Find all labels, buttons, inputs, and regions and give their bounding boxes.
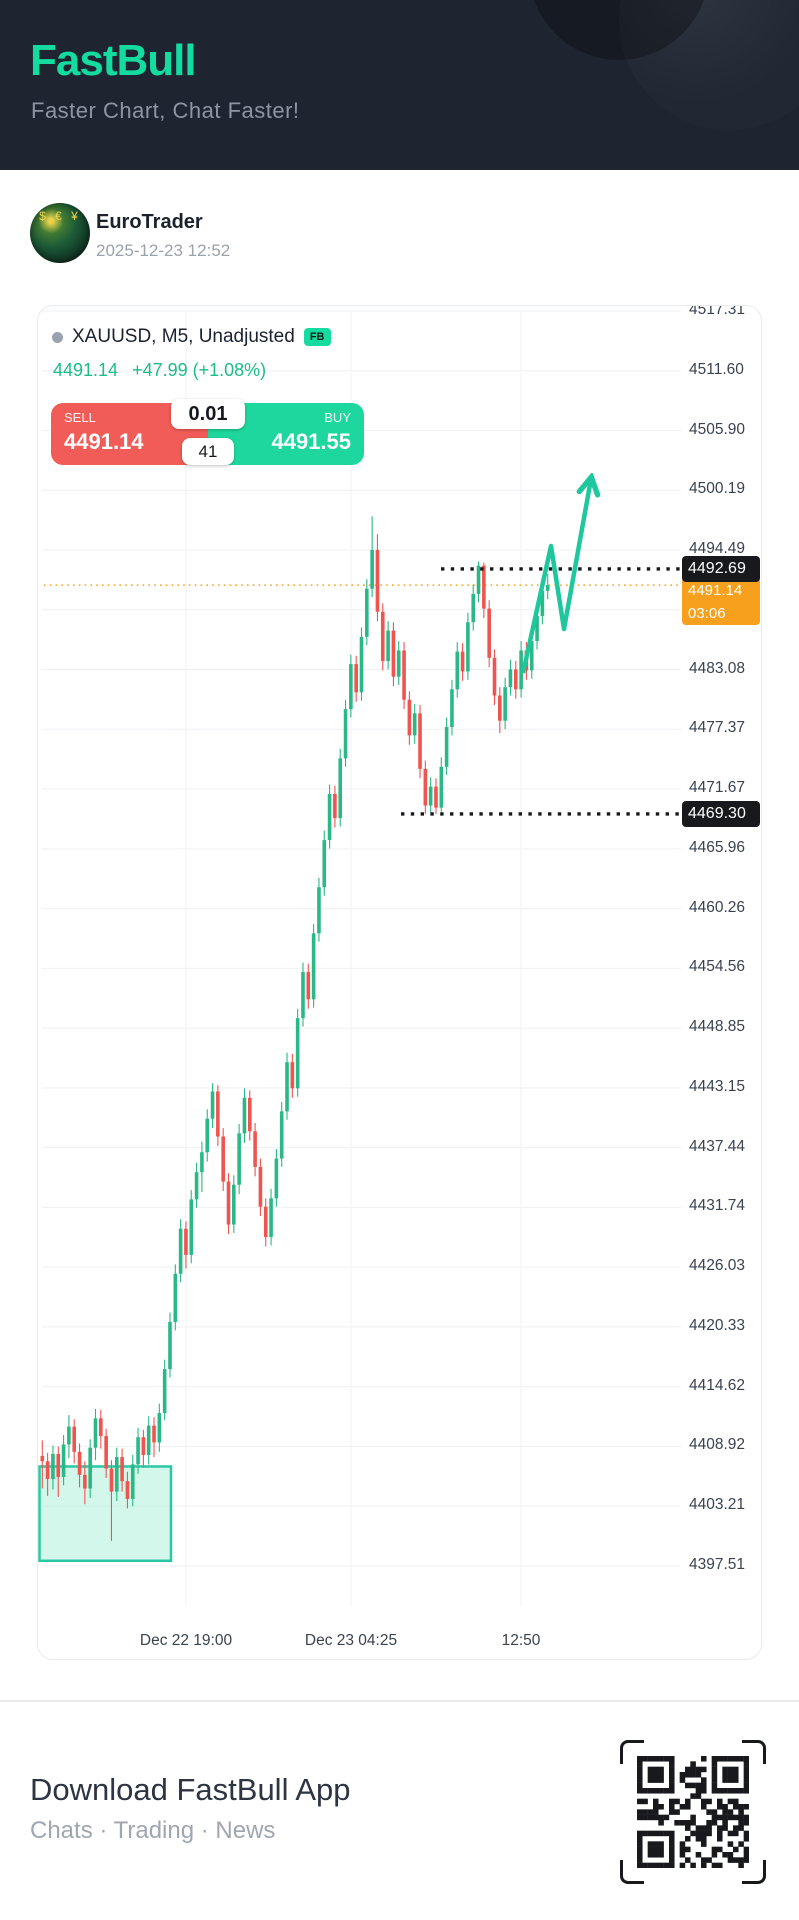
y-axis-label: 4465.96 xyxy=(689,838,746,856)
volume-pill[interactable]: 41 xyxy=(182,438,234,465)
buy-label: BUY xyxy=(324,410,351,425)
y-axis-label: 4408.92 xyxy=(689,1436,746,1454)
y-axis-label: 4454.56 xyxy=(689,958,746,976)
y-axis-label: 4460.26 xyxy=(689,898,746,916)
upper-level-label: 4492.69 xyxy=(682,556,760,582)
x-axis-label: Dec 23 04:25 xyxy=(304,1632,398,1649)
qr-pattern xyxy=(637,1756,749,1868)
spread-pill[interactable]: 0.01 xyxy=(171,399,245,429)
y-axis-label: 4517.31 xyxy=(689,305,746,318)
y-axis-label: 4500.19 xyxy=(689,480,746,498)
avatar: $ € ¥ xyxy=(30,203,90,263)
chart-card: XAUUSD, M5, Unadjusted FB 4491.14 +47.99 … xyxy=(37,305,762,1660)
trade-widget: SELL 4491.14 BUY 4491.55 0.01 41 xyxy=(51,399,364,467)
qr-code xyxy=(618,1738,768,1886)
last-price: 4491.14 xyxy=(53,360,119,380)
app-header: FastBull Faster Chart, Chat Faster! xyxy=(0,0,799,170)
y-axis-label: 4511.60 xyxy=(689,360,744,378)
header-tagline: Faster Chart, Chat Faster! xyxy=(31,98,300,123)
qr-bracket-icon xyxy=(620,1740,644,1764)
y-axis-label: 4397.51 xyxy=(689,1555,746,1573)
quote-row: 4491.14 +47.99 (+1.08%) xyxy=(53,360,266,381)
qr-bracket-icon xyxy=(742,1860,766,1884)
y-axis-label: 4426.03 xyxy=(689,1257,746,1275)
y-axis-label: 4483.08 xyxy=(689,659,746,677)
y-axis-label: 4448.85 xyxy=(689,1018,746,1036)
post-timestamp: 2025-12-23 12:52 xyxy=(96,241,231,260)
footer-divider xyxy=(0,1700,799,1702)
y-axis-label: 4414.62 xyxy=(689,1376,746,1394)
y-axis-label: 4494.49 xyxy=(689,540,746,558)
y-axis-label: 4431.74 xyxy=(689,1197,746,1215)
current-price-value: 4491.14 xyxy=(688,582,743,599)
lower-level-label: 4469.30 xyxy=(682,801,760,827)
sell-price: 4491.14 xyxy=(64,429,144,454)
symbol-title: XAUUSD, M5, Unadjusted xyxy=(72,326,295,347)
sell-label: SELL xyxy=(64,410,96,425)
y-axis-label: 4437.44 xyxy=(689,1137,746,1155)
y-axis-label: 4420.33 xyxy=(689,1316,746,1334)
y-axis-label: 4403.21 xyxy=(689,1496,746,1514)
price-chart xyxy=(38,310,681,1606)
candles-layer xyxy=(40,516,550,1541)
candle-countdown: 03:06 xyxy=(688,605,726,622)
download-title: Download FastBull App xyxy=(30,1772,351,1807)
y-axis-label: 4443.15 xyxy=(689,1077,746,1095)
x-axis-label: 12:50 xyxy=(501,1632,541,1649)
qr-bracket-icon xyxy=(620,1860,644,1884)
symbol-status-dot-icon xyxy=(52,331,63,343)
download-subtitle: Chats · Trading · News xyxy=(30,1817,276,1844)
fb-badge: FB xyxy=(303,328,331,346)
x-axis-label: Dec 22 19:00 xyxy=(139,1632,233,1649)
currency-glyphs: $ € ¥ xyxy=(39,209,81,223)
user-name: EuroTrader xyxy=(96,211,203,233)
qr-bracket-icon xyxy=(742,1740,766,1764)
y-axis-label: 4477.37 xyxy=(689,719,746,737)
price-change: +47.99 (+1.08%) xyxy=(132,360,267,380)
fastbull-logo: FastBull xyxy=(30,36,197,85)
buy-price: 4491.55 xyxy=(271,429,351,454)
y-axis-label: 4471.67 xyxy=(689,779,746,797)
y-axis-label: 4505.90 xyxy=(689,420,746,438)
chart-legend: XAUUSD, M5, Unadjusted FB xyxy=(52,324,331,350)
current-price-label: 4491.14 03:06 xyxy=(682,577,760,625)
